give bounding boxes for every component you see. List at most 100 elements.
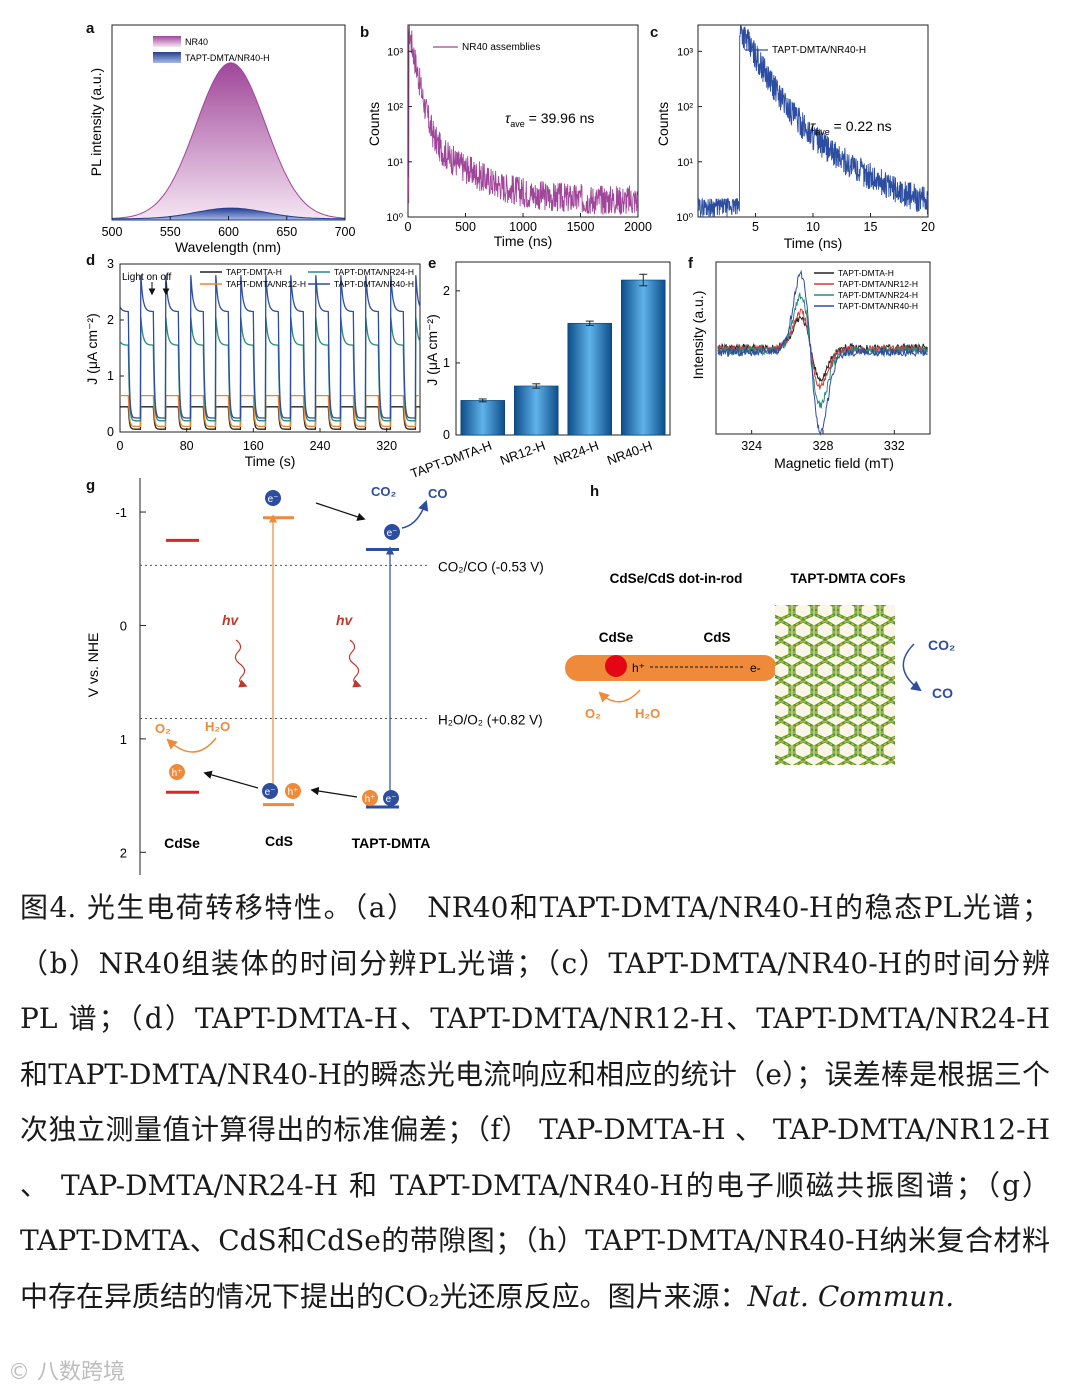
series-line-tapt-dmta-nr24-h [717,291,928,409]
material-label-cdse: CdSe [164,835,200,851]
electron-label-h: e- [750,661,761,675]
legend-swatch-nr40 [153,36,181,47]
y-tick-label: 1 [443,356,450,370]
series-line-tapt-dmta-h [120,406,420,430]
legend-label-nr24: TAPT-DMTA/NR24-H [334,267,414,277]
panel-label-e: e [428,255,436,272]
y-axis-label: J (μA cm⁻²) [424,314,440,385]
y-tick-label: 3 [107,257,114,271]
potential-tick-label: 0 [120,618,127,633]
x-tick-label: TAPT-DMTA-H [408,438,493,481]
hole-tapt-label: h⁺ [365,794,376,805]
x-tick-label: 80 [180,439,194,453]
electron-tapt-vb-label: e⁻ [386,794,397,805]
bar-nr12-h [514,385,559,436]
electron-transfer-arrow [315,502,366,521]
potential-axis-label: V vs. NHE [85,633,101,698]
x-tick-label: 0 [405,220,412,234]
x-tick-label: NR40-H [605,438,654,468]
legend-label-tapt-dmta-h: TAPT-DMTA-H [838,268,894,278]
legend-label-nr40: TAPT-DMTA/NR40-H [334,279,414,289]
electron-tapt-vb [383,790,399,806]
x-tick-label: 1500 [567,220,595,234]
co2-reduction-arrow-h [902,643,922,692]
figure-canvas: a b c d e f g h 500 550 600 650 700 Waveleng… [84,20,955,875]
legend: TAPT-DMTA-H TAPT-DMTA/NR12-H TAPT-DMTA/N… [200,267,414,289]
x-tick-label: 2000 [624,220,652,234]
panel-label-g: g [86,477,95,494]
y-tick-label: 10¹ [387,157,403,169]
y-tick-label: 1 [107,369,114,383]
panel-label-a: a [86,20,95,37]
y-axis-label: Counts [366,102,382,146]
hole-cdse-label: h⁺ [172,768,183,779]
h2o-label-h: H₂O [635,706,660,721]
panel-label-f: f [688,255,694,272]
series-nr40-area [111,62,346,221]
y-tick-label: 0 [107,425,114,439]
x-tick-label: 600 [218,225,239,239]
y-axis-label: Intensity (a.u.) [690,291,706,380]
co-label-g: CO [428,486,448,501]
panel-f: 324 328 332 Magnetic field (mT) Intensity … [690,261,931,471]
panel-g-band-diagram: -1 0 1 2 V vs. NHE CO₂/CO (-0.53 V) H₂O/O₂ (… [85,478,544,875]
y-tick-label: 10³ [677,46,693,58]
panel-e: 0 1 2 TAPT-DMTA-H NR12-H NR24-H NR40-H J (μA … [408,261,671,481]
hole-cdse [169,764,185,780]
x-tick-label: 10 [806,220,820,234]
light-on-off-annotation: Light on off [122,272,172,283]
x-tick-label: 240 [310,439,331,453]
x-axis-label: Time (s) [245,453,296,469]
tau-annotation: τave = 0.22 ns [810,118,892,137]
series-line-tapt-dmta-nr24-h [119,317,421,422]
y-tick-label: 10² [677,102,693,114]
x-tick-label: 700 [335,225,356,239]
y-tick-label: 0 [443,428,450,442]
legend-swatch-tapt-dmta-nr40-h [153,52,181,63]
panel-label-d: d [86,252,95,269]
x-tick-label: NR24-H [552,438,601,468]
reference-potential-label: H₂O/O₂ (+0.82 V) [438,712,543,727]
x-tick-label: 324 [741,439,762,453]
x-tick-label: 500 [102,225,123,239]
material-label-tapt-dmta: TAPT-DMTA [352,835,431,851]
co2-label-h: CO₂ [928,637,955,653]
series-tapt-dmta-nr40-h-line [697,24,929,218]
potential-tick-label: 1 [120,732,127,747]
panel-c: 5 10 15 20 10⁰ 10¹ 10² 10³ Time (ns) Counts TA… [655,24,935,251]
electron-cds-vb-label: e⁻ [265,787,276,798]
co2-label-g: CO₂ [371,484,397,499]
electron-cds [265,490,281,506]
electron-cds-vb [262,783,278,799]
panel-label-c: c [650,24,658,41]
x-tick-label: 332 [884,439,905,453]
x-axis-label: Time (ns) [784,235,843,251]
caption-text: 图4. 光生电荷转移特性。（a） NR40和TAPT-DMTA/NR40-H的稳… [20,891,1050,1313]
cds-label-h: CdS [704,630,731,645]
material-label-cds: CdS [265,833,293,849]
y-axis-label: J (μA cm⁻²) [84,313,100,384]
reference-potential-label: CO₂/CO (-0.53 V) [438,559,544,574]
x-tick-label: 650 [276,225,297,239]
series-line-tapt-dmta-nr40-h [717,269,928,437]
legend-label-nr40: NR40 [185,37,208,47]
y-tick-label: 10² [387,102,403,114]
hole-cds-label: h⁺ [288,787,299,798]
series-line-tapt-dmta-nr40-h [119,275,421,419]
series-line-tapt-dmta-nr12-h [120,394,420,428]
hv-label-cds: hv [222,612,240,628]
hv-label-tapt: hv [336,612,354,628]
h2o-label-g: H₂O [205,719,230,734]
photon-wave-cds [234,639,248,688]
panel-labels: a b c d e f g h [86,20,694,500]
o2-label-h: O₂ [585,706,601,721]
y-tick-label: 10¹ [677,157,693,169]
y-axis-label: PL intensity (a.u.) [88,68,104,176]
legend-label-nr12: TAPT-DMTA/NR12-H [838,279,918,289]
x-tick-label: 500 [455,220,476,234]
x-axis-label: Wavelength (nm) [175,239,281,255]
panel-d: 0 80 160 240 320 0 1 2 3 Time (s) J (μA cm⁻²) L… [84,257,421,469]
water-oxidation-arrow-h [598,689,641,703]
dot-in-rod-title: CdSe/CdS dot-in-rod [610,571,743,586]
